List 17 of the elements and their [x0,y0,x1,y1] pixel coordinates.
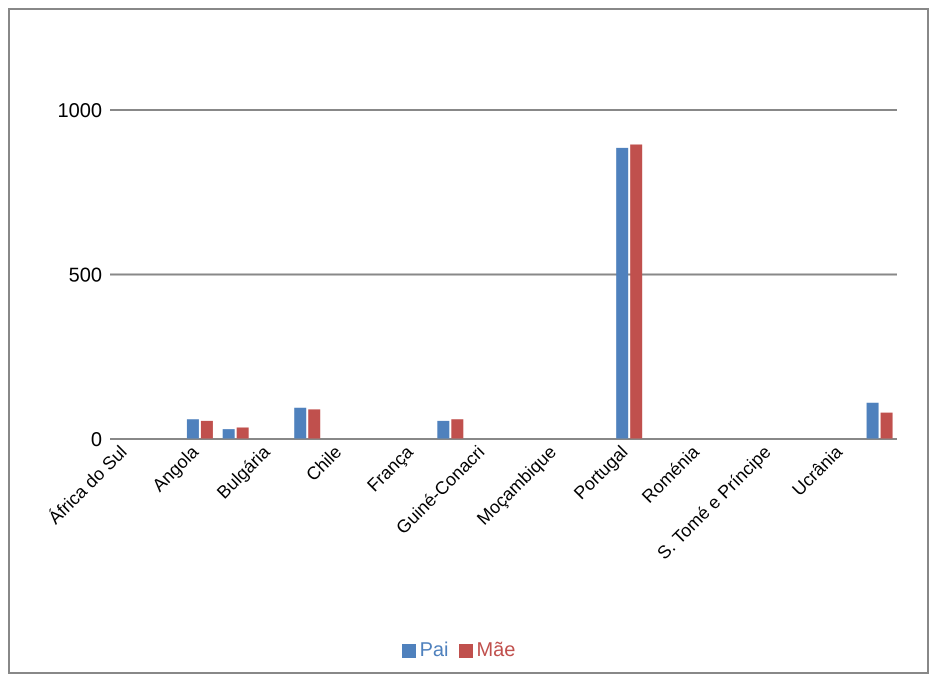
legend-label: Pai [420,639,448,661]
bar [294,408,306,439]
bar [308,409,320,439]
bar [222,429,235,439]
bar [437,420,450,439]
bar [866,402,879,439]
y-tick-label: 500 [68,264,102,287]
bar [236,427,249,439]
legend-label: Mãe [476,639,516,661]
bar [880,412,893,439]
bar [616,148,628,439]
y-tick-label: 1000 [58,100,102,122]
y-tick-label: 0 [90,429,102,452]
bar [451,419,464,439]
bar [186,419,199,439]
bar [630,144,642,439]
bar [200,420,213,439]
